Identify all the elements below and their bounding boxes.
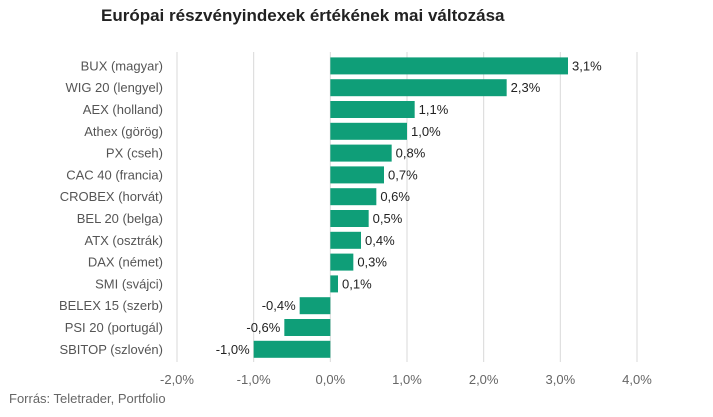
x-tick-label: 2,0% (469, 372, 499, 387)
bar (330, 166, 384, 184)
source-note: Forrás: Teletrader, Portfolio (9, 391, 166, 406)
category-label: DAX (német) (88, 255, 163, 270)
data-label: 0,3% (357, 255, 387, 270)
bar (330, 101, 415, 118)
bar (330, 231, 361, 249)
data-label: 0,1% (342, 276, 372, 291)
bar (330, 210, 369, 227)
category-label: PSI 20 (portugál) (65, 320, 163, 335)
category-label: SBITOP (szlovén) (59, 342, 163, 357)
category-label: WIG 20 (lengyel) (65, 80, 163, 95)
data-label: -0,4% (262, 298, 296, 313)
category-label: BUX (magyar) (81, 58, 163, 73)
data-label: 3,1% (572, 58, 602, 73)
data-label: -1,0% (216, 342, 250, 357)
category-label: BEL 20 (belga) (77, 211, 163, 226)
x-tick-label: -2,0% (160, 372, 194, 387)
gridlines (176, 52, 638, 362)
data-label: 0,5% (373, 211, 403, 226)
bar (284, 319, 331, 336)
bar (299, 297, 331, 315)
data-label: 2,3% (511, 80, 541, 95)
category-label: BELEX 15 (szerb) (59, 298, 163, 313)
bar (330, 122, 407, 140)
data-label: 0,4% (365, 233, 395, 248)
category-label: ATX (osztrák) (85, 233, 164, 248)
category-label: CAC 40 (francia) (66, 167, 163, 182)
x-axis-tick-labels: -2,0% -1,0% 0,0% 1,0% 2,0% 3,0% 4,0% (160, 372, 652, 387)
data-label: 0,8% (396, 146, 426, 161)
data-label: 0,7% (388, 167, 418, 182)
category-label: CROBEX (horvát) (60, 189, 163, 204)
bar (330, 144, 392, 162)
bar (253, 340, 331, 358)
data-labels: 3,1% 2,3% 1,1% 1,0% 0,8% 0,7% 0,6% 0,5% 0,4% 0,3%… (216, 58, 602, 356)
category-label: Athex (görög) (84, 124, 163, 139)
data-label: 1,1% (419, 102, 449, 117)
x-tick-label: 0,0% (316, 372, 346, 387)
bar (330, 57, 568, 75)
bar (330, 275, 338, 293)
category-labels: BUX (magyar) WIG 20 (lengyel) AEX (holland… (59, 58, 163, 356)
category-label: PX (cseh) (106, 146, 163, 161)
bar (330, 253, 354, 271)
data-label: 1,0% (411, 124, 441, 139)
chart-title: Európai részvényindexek értékének mai vá… (101, 6, 505, 25)
x-tick-label: 3,0% (546, 372, 576, 387)
data-label: -0,6% (246, 320, 280, 335)
category-label: SMI (svájci) (95, 276, 163, 291)
x-tick-label: 1,0% (392, 372, 422, 387)
data-label: 0,6% (380, 189, 410, 204)
bars (253, 57, 568, 358)
x-tick-label: 4,0% (622, 372, 652, 387)
x-tick-label: -1,0% (237, 372, 271, 387)
bar (330, 79, 507, 97)
category-label: AEX (holland) (83, 102, 163, 117)
bar (330, 188, 377, 206)
